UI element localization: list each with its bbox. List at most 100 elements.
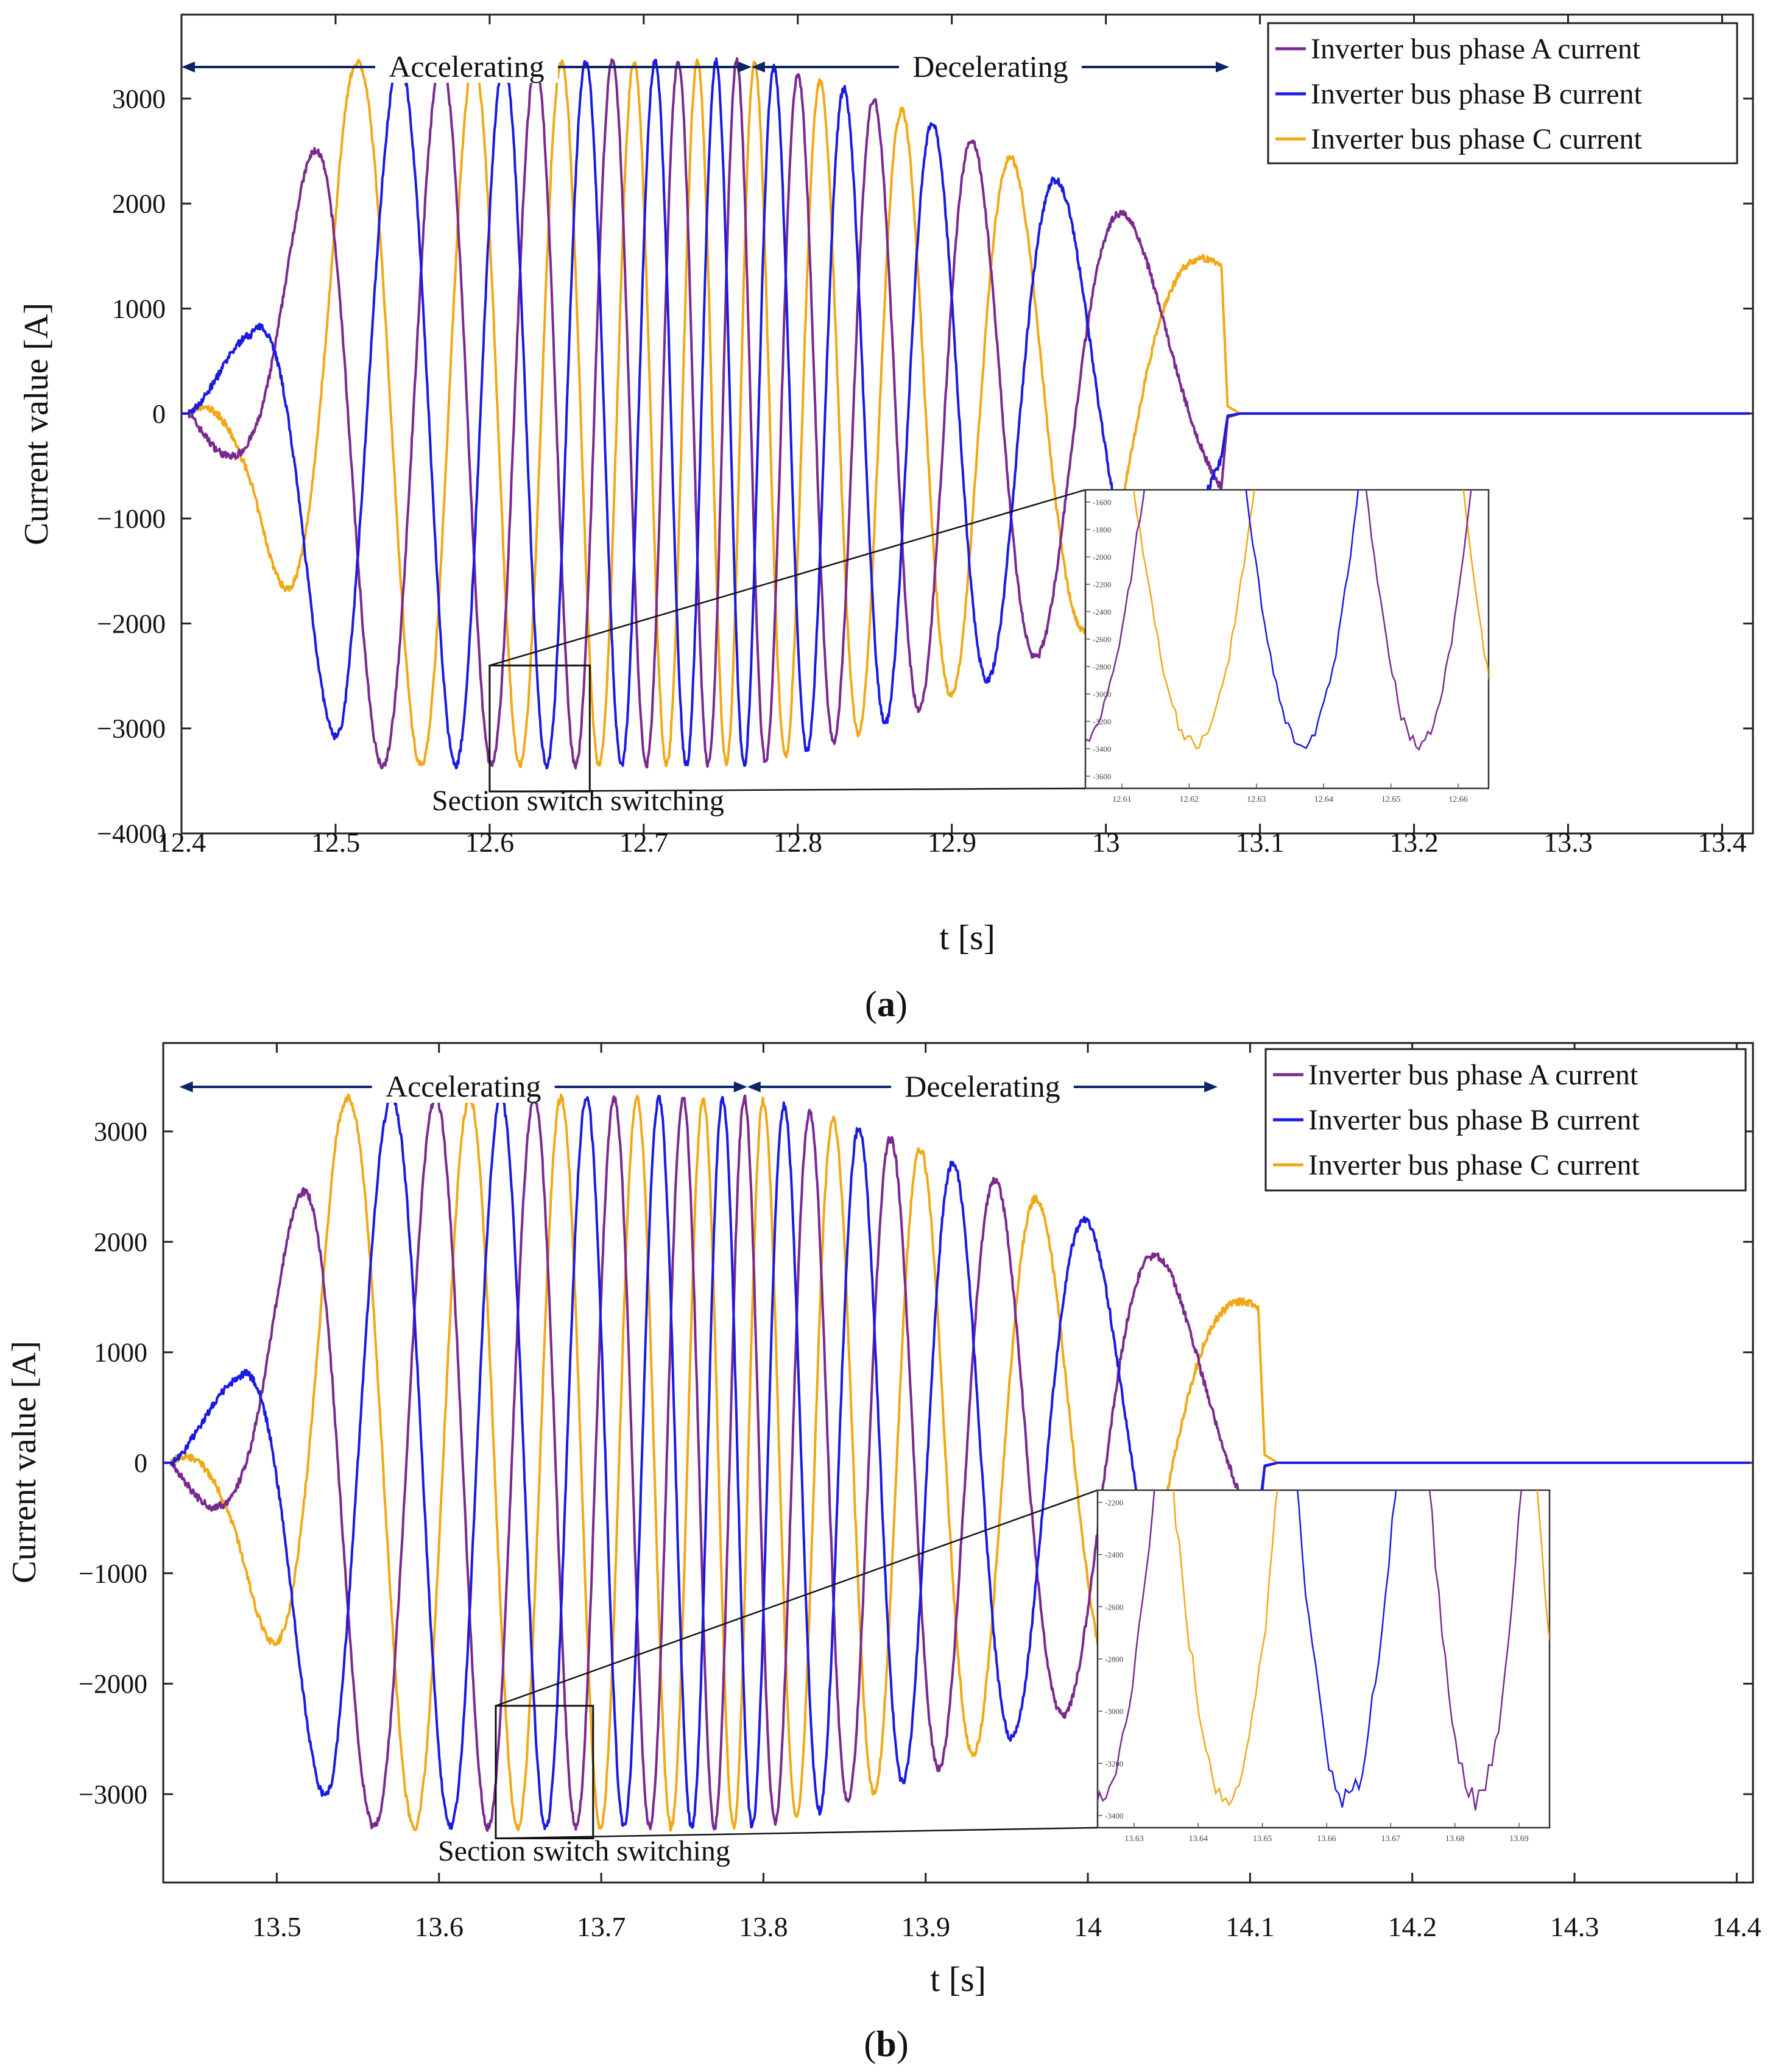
y-tick-label: −2000 — [79, 1669, 147, 1699]
y-tick-label: 3000 — [112, 84, 166, 114]
decelerating-arrowhead-left — [751, 62, 765, 72]
x-tick-label: 14.3 — [1550, 1911, 1599, 1942]
caption-b: (b) — [864, 2024, 908, 2064]
inset-y-tick-label: -3600 — [1093, 772, 1111, 781]
decelerating-arrowhead-right — [1216, 62, 1229, 72]
y-tick-label: 1000 — [94, 1338, 147, 1368]
x-tick-label: 14 — [1074, 1911, 1102, 1942]
x-tick-label: 13.2 — [1389, 827, 1439, 858]
legend-entry: Inverter bus phase B current — [1308, 1104, 1640, 1136]
annotations-b: Accelerating Decelerating Section switch s… — [179, 1069, 1218, 1867]
inset-y-tick-label: -2400 — [1105, 1550, 1123, 1560]
x-tick-label: 12.8 — [774, 827, 823, 858]
inset-phase-c-line — [1133, 490, 1489, 750]
x-tick-label: 14.4 — [1712, 1911, 1761, 1942]
inset-phase-a-line — [1098, 1490, 1522, 1811]
inset-y-tick-label: -3200 — [1105, 1759, 1123, 1768]
caption-b-letter: b — [876, 2024, 896, 2064]
x-tick-label: 13.7 — [577, 1911, 626, 1942]
x-axis-label-a: t [s] — [939, 918, 995, 957]
accelerating-arrowhead-left — [182, 62, 195, 72]
legend-box — [1264, 1048, 1747, 1192]
y-tick-label: 3000 — [94, 1117, 147, 1147]
y-tick-label: 2000 — [94, 1227, 147, 1257]
y-tick-label: −3000 — [97, 714, 166, 744]
inset-frame — [1096, 1489, 1551, 1829]
x-tick-label: 13.9 — [901, 1911, 950, 1942]
inset-y-tick-label: -1800 — [1093, 525, 1111, 534]
inset-y-tick-label: -2200 — [1093, 580, 1111, 589]
inset-y-tick-label: -3400 — [1105, 1811, 1123, 1820]
zoom-connector — [489, 489, 1086, 667]
legend-entry: Inverter bus phase A current — [1308, 1059, 1638, 1091]
accelerating-label-bg — [372, 1069, 555, 1103]
inset-x-tick-label: 13.65 — [1253, 1834, 1272, 1844]
accelerating-label: Accelerating — [386, 1069, 541, 1103]
y-axis-label-b: Current value [A] — [5, 1341, 43, 1583]
caption-a-letter: a — [877, 984, 895, 1024]
inset-x-tick-label: 12.62 — [1180, 795, 1199, 804]
x-axis-label-b: t [s] — [930, 1959, 986, 1999]
inset-y-tick-label: -2800 — [1105, 1655, 1123, 1664]
y-axis-b: −3000 −2000 −1000 0 1000 2000 3000 — [79, 1117, 1753, 1809]
inset-y-tick-label: -1600 — [1093, 498, 1111, 507]
inset-y-tick-label: -3200 — [1093, 717, 1111, 726]
inset-x-tick-label: 12.65 — [1381, 795, 1401, 804]
legend-entry: Inverter bus phase B current — [1311, 78, 1642, 110]
inset-x-tick-label: 12.61 — [1112, 795, 1132, 804]
inset-y-tick-label: -2000 — [1093, 553, 1111, 562]
inset-a: -1600-1800-2000-2200-2400-2600-2800-3000… — [489, 489, 1490, 804]
accelerating-label: Accelerating — [389, 49, 544, 83]
inset-y-tick-label: -2800 — [1093, 662, 1111, 671]
inset-x-tick-label: 13.64 — [1189, 1834, 1208, 1844]
y-axis-label-a: Current value [A] — [18, 303, 55, 545]
inset-curves — [1098, 1490, 1550, 1811]
zoom-connector — [489, 787, 1086, 793]
inset-x-tick-label: 13.69 — [1509, 1834, 1529, 1844]
inset-y-tick-label: -2200 — [1105, 1498, 1123, 1507]
legend-entry: Inverter bus phase A current — [1311, 33, 1641, 65]
legend-entry: Inverter bus phase C current — [1308, 1149, 1640, 1181]
decelerating-arrowhead-left — [747, 1081, 761, 1092]
series-a — [182, 57, 1750, 769]
phase-a-line — [182, 57, 1750, 769]
phase-a-line — [163, 1094, 1750, 1832]
inset-phase-a-line — [1085, 490, 1472, 751]
x-tick-label: 12.5 — [311, 827, 361, 858]
section-switch-label: Section switch switching — [438, 1835, 730, 1867]
x-tick-label: 13.4 — [1698, 827, 1747, 858]
inset-frame — [1084, 489, 1490, 790]
x-tick-label: 13.5 — [252, 1911, 301, 1942]
accelerating-label-bg — [375, 49, 558, 83]
phase-c-line — [182, 58, 1750, 768]
x-tick-label: 14.2 — [1387, 1911, 1437, 1942]
x-tick-label: 12.7 — [619, 827, 669, 858]
inset-x-tick-label: 13.66 — [1317, 1834, 1336, 1844]
caption-a: (a) — [865, 984, 908, 1024]
inset-y-tick-label: -2600 — [1105, 1602, 1123, 1611]
y-tick-label: 2000 — [112, 189, 166, 219]
inset-b: -2200 -2400 -2600 -2800 -3000 -3200 -3400 13.63… — [495, 1489, 1551, 1844]
inset-y-tick-label: -2400 — [1093, 607, 1111, 617]
zoom-connector — [495, 1489, 1098, 1707]
phase-b-line — [163, 1093, 1750, 1831]
decelerating-label-bg — [890, 1069, 1074, 1103]
inset-y-tick-label: -3400 — [1093, 744, 1111, 754]
y-tick-label: −3000 — [79, 1780, 147, 1809]
inset-y-tick-label: -3000 — [1105, 1707, 1123, 1716]
accelerating-arrowhead-right — [738, 62, 752, 72]
phase-b-line — [182, 57, 1750, 769]
y-tick-label: 0 — [134, 1448, 147, 1478]
x-tick-label: 14.1 — [1225, 1911, 1275, 1942]
phase-c-line — [163, 1093, 1750, 1832]
inset-x-tick-label: 12.66 — [1448, 795, 1468, 804]
y-tick-label: 0 — [152, 399, 166, 429]
inset-x-tick-label: 13.68 — [1445, 1834, 1465, 1844]
decelerating-label: Decelerating — [912, 49, 1068, 83]
x-tick-label: 13 — [1092, 827, 1120, 858]
decelerating-label: Decelerating — [904, 1069, 1060, 1103]
inset-phase-b-line — [1296, 1490, 1397, 1808]
